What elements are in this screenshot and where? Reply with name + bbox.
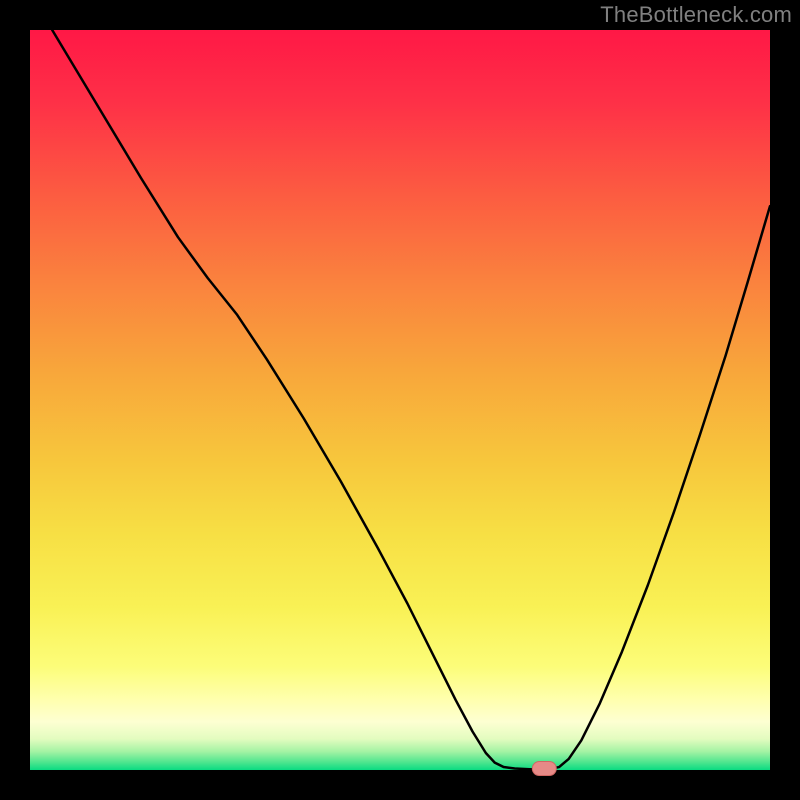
watermark-text: TheBottleneck.com (600, 2, 792, 28)
bottleneck-chart (0, 0, 800, 800)
optimal-point-marker (532, 762, 556, 776)
chart-frame: TheBottleneck.com (0, 0, 800, 800)
plot-background (30, 30, 770, 770)
